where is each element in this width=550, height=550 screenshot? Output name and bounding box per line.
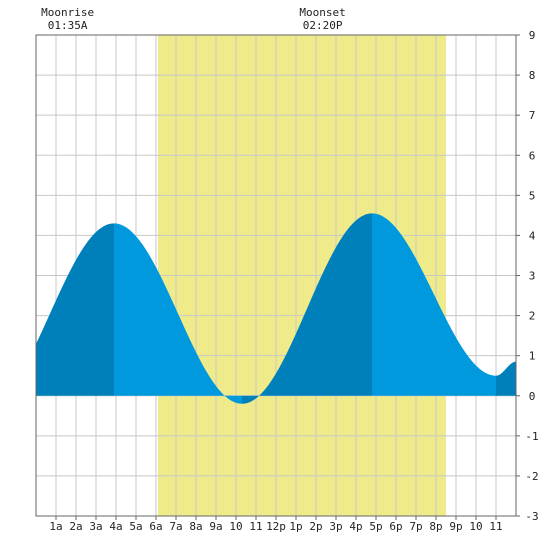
x-tick-label: 9p [449, 520, 462, 533]
x-tick-label: 1a [49, 520, 62, 533]
moon-event-label: Moonset [299, 6, 345, 19]
rising-tide-area [36, 223, 114, 396]
y-tick-label: 8 [529, 69, 536, 82]
x-tick-label: 4p [349, 520, 362, 533]
x-tick-label: 4a [109, 520, 122, 533]
x-tick-label: 2a [69, 520, 82, 533]
falling-tide-area [372, 213, 496, 396]
x-tick-label: 3p [329, 520, 342, 533]
x-tick-label: 8a [189, 520, 202, 533]
x-tick-label: 1p [289, 520, 302, 533]
y-tick-label: 5 [529, 189, 536, 202]
x-tick-label: 5a [129, 520, 142, 533]
x-tick-label: 6p [389, 520, 402, 533]
y-tick-label: 9 [529, 29, 536, 42]
x-tick-label: 10 [229, 520, 242, 533]
x-tick-label: 7a [169, 520, 182, 533]
x-tick-label: 2p [309, 520, 322, 533]
moon-event-time: 02:20P [303, 19, 343, 32]
x-tick-label: 5p [369, 520, 382, 533]
x-tick-label: 11 [489, 520, 502, 533]
tide-layer [36, 213, 516, 404]
y-tick-label: 4 [529, 229, 536, 242]
x-tick-label: 7p [409, 520, 422, 533]
y-tick-label: 7 [529, 109, 536, 122]
y-tick-label: 1 [529, 350, 536, 363]
x-tick-label: 9a [209, 520, 222, 533]
y-tick-label: -3 [525, 510, 538, 523]
x-tick-label: 6a [149, 520, 162, 533]
y-tick-label: -1 [525, 430, 538, 443]
y-tick-label: 3 [529, 270, 536, 283]
moon-event-label: Moonrise [41, 6, 94, 19]
y-tick-label: -2 [525, 470, 538, 483]
rising-tide-area [496, 361, 516, 396]
x-tick-label: 11 [249, 520, 262, 533]
x-tick-label: 8p [429, 520, 442, 533]
falling-tide-area [114, 223, 242, 404]
moon-event-time: 01:35A [48, 19, 88, 32]
x-tick-label: 3a [89, 520, 102, 533]
axes-layer [35, 34, 520, 520]
x-tick-label: 12p [266, 520, 286, 533]
x-tick-label: 10 [469, 520, 482, 533]
labels-layer: -3 -2 -1 0 1 2 3 4 5 6 7 8 9 1a 2a 3a 4a 5a 6a 7a 8a 9a 10 11 12… [41, 6, 539, 533]
y-tick-label: 2 [529, 310, 536, 323]
y-tick-label: 0 [529, 390, 536, 403]
rising-tide-area [242, 213, 372, 404]
y-tick-label: 6 [529, 149, 536, 162]
